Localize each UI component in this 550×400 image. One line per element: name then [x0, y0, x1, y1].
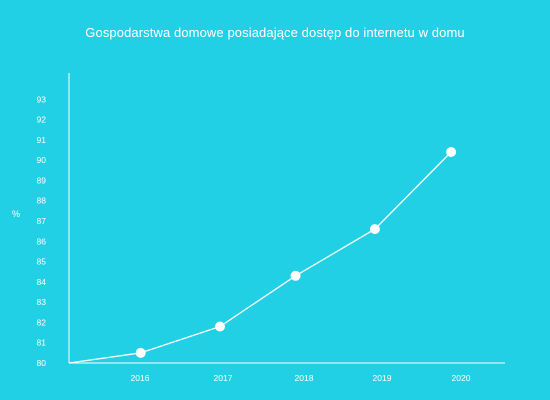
- y-tick-label: 82: [37, 317, 47, 327]
- chart-title: Gospodarstwa domowe posiadające dostęp d…: [85, 25, 465, 40]
- y-axis-label: %: [12, 209, 20, 219]
- x-tick-label: 2019: [373, 373, 392, 383]
- data-point: [135, 347, 146, 358]
- y-tick-label: 85: [37, 257, 47, 267]
- x-tick-label: 2020: [452, 373, 471, 383]
- y-tick-label: 89: [37, 175, 47, 185]
- x-tick-label: 2016: [131, 373, 150, 383]
- y-tick-label: 81: [37, 338, 47, 348]
- y-tick-label: 91: [37, 135, 47, 145]
- series-layer: [68, 147, 457, 364]
- y-tick-label: 83: [37, 297, 47, 307]
- x-tick-labels: 2016 2017 2018 2019 2020: [131, 373, 471, 383]
- y-tick-labels: 80 81 82 83 84 85 86 87 88 89 90 91 92 93: [37, 94, 47, 368]
- data-point: [290, 270, 301, 281]
- y-tick-label: 93: [37, 94, 47, 104]
- y-tick-label: 86: [37, 236, 47, 246]
- y-tick-label: 88: [37, 196, 47, 206]
- y-tick-label: 80: [37, 358, 47, 368]
- y-tick-label: 84: [37, 277, 47, 287]
- x-tick-label: 2017: [214, 373, 233, 383]
- y-tick-label: 92: [37, 115, 47, 125]
- data-point: [446, 147, 457, 157]
- y-tick-label: 90: [37, 155, 47, 165]
- data-point: [215, 321, 225, 332]
- x-tick-label: 2018: [295, 373, 314, 383]
- y-tick-label: 87: [37, 216, 47, 226]
- series-line: [68, 151, 452, 364]
- data-point: [369, 224, 380, 235]
